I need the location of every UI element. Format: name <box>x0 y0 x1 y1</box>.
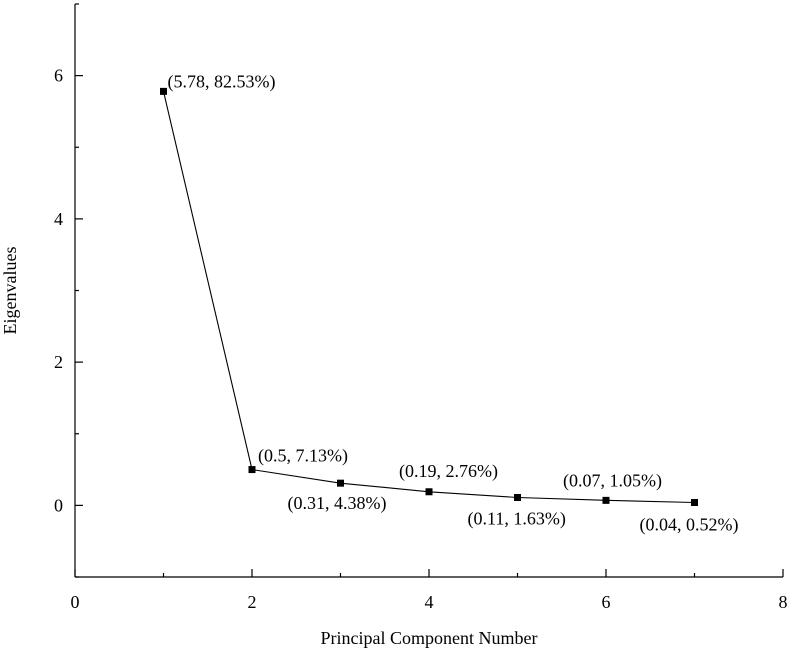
x-tick-label: 0 <box>71 592 80 612</box>
data-point-label: (0.31, 4.38%) <box>288 493 387 514</box>
data-point-label: (0.04, 0.52%) <box>640 515 739 536</box>
data-point-label: (0.5, 7.13%) <box>258 446 348 467</box>
data-point-marker <box>514 493 521 501</box>
data-point-marker <box>248 466 256 474</box>
x-tick-label: 8 <box>779 592 788 612</box>
data-point-label: (5.78, 82.53%) <box>168 71 276 92</box>
y-tick-label: 0 <box>54 495 63 515</box>
y-tick-label: 6 <box>54 66 63 86</box>
data-point-marker <box>691 499 698 507</box>
data-point-label: (0.19, 2.76%) <box>399 461 498 482</box>
data-point-marker <box>337 479 344 487</box>
x-ticks: 0 2 4 6 8 <box>71 569 788 612</box>
series-line <box>162 91 695 504</box>
y-axis-title: Eigenvalues <box>0 247 20 335</box>
data-point-label: (0.11, 1.63%) <box>468 508 566 529</box>
x-tick-label: 6 <box>602 592 611 612</box>
x-tick-label: 2 <box>248 592 257 612</box>
x-tick-label: 4 <box>425 592 434 612</box>
data-point-marker <box>425 488 433 496</box>
y-ticks: 0 2 4 6 <box>54 3 83 578</box>
x-axis-title: Principal Component Number <box>321 628 538 648</box>
data-point-marker <box>602 496 610 504</box>
data-point-label: (0.07, 1.05%) <box>563 470 662 491</box>
y-tick-label: 4 <box>54 209 63 229</box>
data-point-marker <box>160 87 167 95</box>
series-group: (5.78, 82.53%) (0.5, 7.13%) (0.31, 4.38%) (… <box>160 71 739 536</box>
y-tick-label: 2 <box>54 352 63 372</box>
